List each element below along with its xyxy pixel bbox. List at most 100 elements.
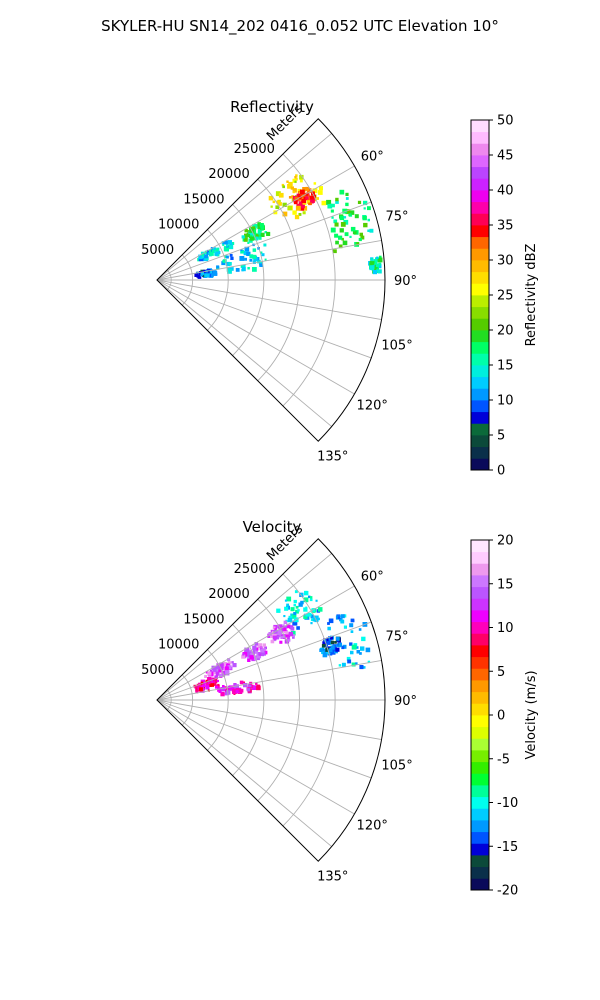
echo-cell	[242, 681, 245, 685]
echo-cell	[225, 691, 229, 696]
echo-cell	[261, 653, 264, 657]
echo-cell	[295, 205, 301, 211]
echo-cell	[315, 599, 318, 602]
echo-cell	[201, 254, 206, 259]
colorbar-label: Reflectivity dBZ	[524, 244, 539, 347]
colorbar-tick-label: 5	[497, 429, 505, 444]
echo-cell	[310, 615, 314, 619]
echo-cell	[329, 636, 334, 640]
echo-cell	[300, 600, 304, 605]
colorbar-segment	[471, 178, 489, 191]
azimuth-gridline	[156, 239, 382, 281]
echo-cell	[352, 230, 357, 235]
azimuth-gridline	[156, 279, 332, 427]
azimuth-tick-label: 135°	[317, 450, 348, 465]
echo-cell	[252, 254, 257, 259]
colorbar-tick-label: 10	[497, 394, 514, 409]
echo-cell	[305, 196, 309, 200]
echo-cell	[222, 685, 225, 688]
echo-cell	[252, 248, 257, 252]
echo-cell	[299, 189, 305, 195]
echo-cell	[210, 249, 214, 253]
echo-cell	[357, 200, 362, 204]
echo-cell	[297, 609, 300, 612]
echo-cell	[290, 607, 295, 612]
echo-cell	[342, 240, 348, 246]
echo-cell	[363, 207, 366, 210]
echo-cell	[199, 271, 203, 275]
colorbar-tick-label: 45	[497, 149, 514, 164]
echo-cell	[214, 253, 218, 257]
echo-cell	[225, 247, 229, 252]
echo-region	[197, 240, 235, 262]
echo-cell	[242, 653, 245, 656]
echo-cell	[327, 201, 330, 204]
echo-cell	[316, 197, 319, 200]
echo-cell	[222, 243, 225, 246]
colorbar-segment	[471, 306, 489, 319]
echo-cell	[204, 254, 209, 259]
colorbar-segment	[471, 598, 489, 611]
echo-cell	[331, 203, 335, 208]
echo-cell	[230, 256, 234, 260]
echo-cell	[283, 627, 287, 632]
echo-cell	[369, 260, 375, 266]
polar-grid	[156, 553, 385, 847]
echo-cell	[293, 603, 296, 607]
azimuth-tick-label: 120°	[357, 398, 388, 413]
echo-cell	[339, 189, 345, 195]
echo-cell	[285, 631, 289, 635]
colorbar-segment	[471, 353, 489, 366]
echo-cell	[217, 687, 222, 692]
echo-cell	[285, 633, 291, 638]
echo-cell	[361, 636, 366, 642]
echo-cell	[202, 274, 205, 277]
echo-cell	[293, 188, 297, 192]
colorbar-tick-label: 40	[497, 184, 514, 199]
colorbar-segment	[471, 283, 489, 296]
echo-cell	[220, 692, 225, 697]
echo-cell	[287, 617, 293, 623]
colorbar-tick-label: 0	[497, 464, 505, 479]
echo-cell	[375, 264, 379, 268]
echo-cell	[253, 224, 258, 228]
azimuth-gridline	[156, 621, 372, 701]
azimuth-gridline	[156, 133, 332, 281]
echo-cell	[294, 214, 300, 220]
colorbar-segment	[471, 785, 489, 798]
azimuth-gridline	[156, 699, 355, 815]
echo-cell	[259, 263, 263, 267]
colorbar-segment	[471, 248, 489, 261]
echo-cell	[303, 607, 308, 612]
echo-cell	[350, 650, 354, 655]
echo-cell	[224, 666, 229, 671]
echo-cell	[253, 256, 258, 262]
echo-cell	[242, 264, 246, 268]
echo-cell	[282, 185, 285, 189]
echo-cell	[321, 200, 326, 206]
colorbar-segment	[471, 155, 489, 168]
echo-cell	[337, 616, 341, 620]
echo-cell	[292, 190, 295, 194]
range-tick-label: 20000	[208, 587, 249, 602]
echo-cell	[273, 210, 278, 215]
echo-cell	[244, 233, 249, 238]
echo-cell	[199, 687, 203, 691]
echo-cell	[210, 683, 215, 687]
echo-cell	[349, 235, 352, 238]
echo-cell	[258, 236, 262, 240]
echo-cell	[249, 258, 253, 262]
range-tick-label: 5000	[141, 243, 174, 258]
echo-cell	[244, 246, 250, 252]
colorbar-tick-label: 15	[497, 359, 514, 374]
echo-cell	[243, 251, 248, 256]
echo-cell	[270, 639, 275, 644]
echo-cell	[221, 261, 226, 266]
echo-cell	[339, 228, 344, 233]
echo-cell	[217, 251, 221, 255]
echo-cell	[282, 202, 287, 207]
echo-cell	[215, 685, 218, 689]
echo-cell	[263, 243, 267, 247]
echo-cell	[362, 215, 367, 221]
